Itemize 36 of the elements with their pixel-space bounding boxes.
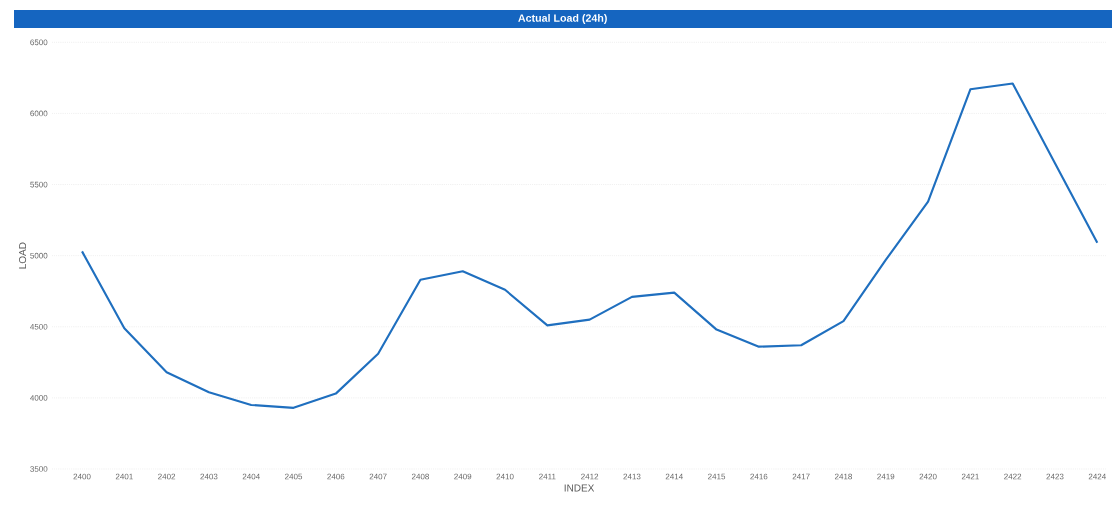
y-tick-label: 4000 (30, 395, 48, 401)
x-tick-label: 2424 (1088, 473, 1106, 480)
x-tick-label: 2409 (454, 473, 472, 480)
y-tick-label: 5500 (30, 181, 48, 188)
x-tick-label: 2403 (200, 473, 218, 480)
x-tick-label: 2414 (665, 473, 683, 480)
y-tick-label: 6000 (30, 110, 48, 117)
x-tick-label: 2420 (919, 473, 937, 480)
y-axis-title: LOAD (19, 242, 27, 269)
x-tick-label: 2411 (539, 473, 556, 480)
x-tick-label: 2410 (496, 473, 514, 480)
x-tick-label: 2418 (834, 473, 853, 480)
y-tick-label: 4500 (30, 323, 48, 330)
x-axis-title: INDEX (564, 484, 595, 492)
x-tick-label: 2422 (1004, 473, 1022, 480)
x-tick-label: 2402 (158, 473, 176, 480)
x-tick-label: 2415 (708, 473, 726, 480)
y-tick-label: 3500 (30, 466, 48, 472)
x-tick-label: 2413 (623, 473, 641, 480)
x-tick-label: 2421 (961, 473, 979, 480)
line-series (80, 82, 1099, 409)
chart-title: Actual Load (24h) (518, 14, 607, 24)
y-tick-label: 6500 (30, 39, 48, 46)
x-tick-label: 2401 (115, 473, 133, 480)
y-tick-label: 5000 (30, 252, 48, 259)
x-tick-label: 2407 (369, 473, 387, 480)
x-tick-label: 2417 (792, 473, 810, 480)
x-tick-label: 2419 (877, 473, 895, 480)
x-tick-label: 2408 (411, 473, 429, 480)
x-tick-label: 2400 (73, 473, 91, 480)
x-tick-label: 2406 (327, 473, 345, 480)
x-tick-label: 2416 (750, 473, 768, 480)
x-tick-label: 2423 (1046, 473, 1064, 480)
x-tick-label: 2404 (242, 473, 260, 480)
x-tick-label: 2412 (581, 473, 599, 480)
x-tick-label: 2405 (285, 473, 303, 480)
